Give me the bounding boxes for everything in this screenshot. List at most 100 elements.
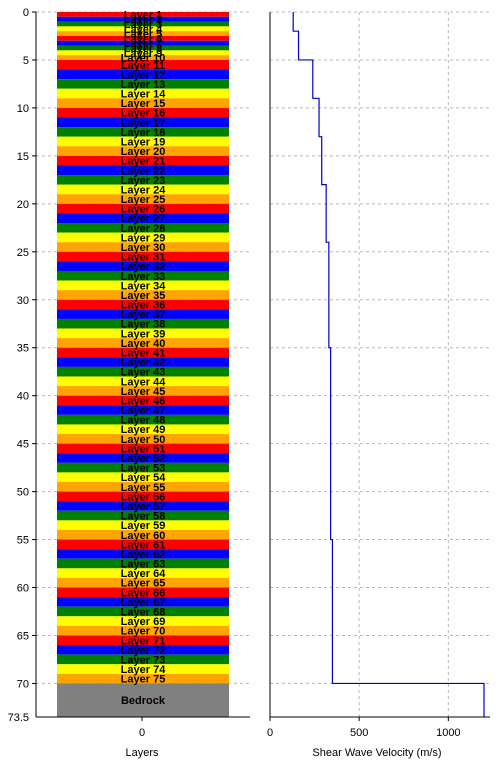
layer-label: Layer 30 — [121, 242, 166, 254]
layer-label: Layer 8 — [124, 43, 163, 55]
layer-band — [57, 366, 229, 377]
layer-label: Layer 74 — [121, 664, 167, 676]
layer-label: Layer 66 — [121, 587, 166, 599]
layer-label: Layer 29 — [121, 232, 166, 244]
layer-band — [57, 299, 229, 310]
layer-label: Bedrock — [121, 695, 166, 707]
layer-band — [57, 184, 229, 195]
layer-band — [57, 434, 229, 444]
layer-label: Layer 50 — [121, 434, 166, 446]
layer-band — [57, 472, 229, 482]
layer-band — [57, 482, 229, 492]
layer-label: Layer 61 — [121, 539, 166, 551]
layer-label: Layer 19 — [121, 136, 166, 148]
layer-label: Layer 15 — [121, 98, 166, 110]
layer-band — [57, 577, 229, 588]
y-tick-label: 25 — [17, 247, 29, 259]
x-tick-label-right: 0 — [267, 727, 273, 739]
layer-label: Layer 12 — [121, 69, 166, 81]
layer-band — [57, 462, 229, 473]
layer-label: Layer 62 — [121, 549, 166, 561]
layer-label: Layer 73 — [121, 654, 166, 666]
layer-label: Layer 53 — [121, 463, 166, 475]
layer-label: Layer 72 — [121, 645, 166, 657]
layer-band — [57, 405, 229, 415]
layer-band — [57, 16, 229, 22]
layers-axis-label: Layers — [125, 747, 159, 759]
layer-label: Layer 1 — [124, 9, 163, 21]
layer-label: Layer 44 — [121, 376, 167, 388]
layer-band — [57, 242, 229, 252]
layer-label: Layer 51 — [121, 443, 166, 455]
layer-band — [57, 261, 229, 271]
layer-label: Layer 48 — [121, 415, 166, 427]
layer-band — [57, 338, 229, 348]
layer-band — [57, 443, 229, 454]
y-tick-label: 5 — [23, 55, 29, 67]
layer-band — [57, 270, 229, 281]
layer-label: Layer 45 — [121, 386, 166, 398]
layer-band — [57, 357, 229, 367]
y-tick-label: 65 — [17, 630, 29, 642]
layer-band — [57, 539, 229, 550]
layer-label: Layer 57 — [121, 501, 166, 513]
layer-band — [57, 223, 229, 233]
layer-label: Layer 33 — [121, 271, 166, 283]
y-tick-label: 20 — [17, 199, 29, 211]
layer-label: Layer 54 — [121, 472, 167, 484]
layer-band — [57, 117, 229, 128]
layer-label: Layer 69 — [121, 616, 166, 628]
layer-label: Layer 47 — [121, 405, 166, 417]
y-tick-label: 50 — [17, 487, 29, 499]
layer-band — [57, 59, 229, 70]
layer-band — [57, 309, 229, 319]
layer-band — [57, 31, 229, 36]
x-tick-label-right: 500 — [350, 727, 368, 739]
layer-label: Layer 16 — [121, 108, 166, 120]
layer-band — [57, 424, 229, 435]
layer-band — [57, 501, 229, 511]
y-tick-label: 15 — [17, 151, 29, 163]
layer-label: Layer 55 — [121, 482, 166, 494]
layer-band — [57, 529, 229, 540]
layer-label: Layer 75 — [121, 674, 166, 686]
layer-label: Layer 67 — [121, 597, 166, 609]
y-tick-label: 0 — [23, 7, 29, 19]
layer-band — [57, 251, 229, 262]
layer-band — [57, 616, 229, 626]
layer-label: Layer 23 — [121, 175, 166, 187]
layer-label: Layer 68 — [121, 606, 166, 618]
layer-label: Layer 63 — [121, 559, 166, 571]
layer-band — [57, 26, 229, 32]
y-tick-label: 35 — [17, 343, 29, 355]
layer-label: Layer 64 — [121, 568, 167, 580]
layer-band — [57, 203, 229, 214]
x-tick-label-right: 1000 — [436, 727, 460, 739]
layer-band — [57, 606, 229, 617]
layer-label: Layer 34 — [121, 280, 167, 292]
layer-label: Layer 18 — [121, 127, 166, 139]
layer-band — [57, 50, 229, 56]
layer-band — [57, 155, 229, 166]
y-tick-label: 70 — [17, 678, 29, 690]
layer-label: Layer 46 — [121, 395, 166, 407]
layer-label: Layer 13 — [121, 79, 166, 91]
layer-label: Layer 39 — [121, 328, 166, 340]
layer-label: Layer 65 — [121, 578, 166, 590]
layer-label: Layer 24 — [121, 184, 167, 196]
layer-label: Layer 21 — [121, 156, 166, 168]
layer-label: Layer 32 — [121, 261, 166, 273]
layer-label: Layer 40 — [121, 338, 166, 350]
layer-band — [57, 549, 229, 559]
layer-band — [57, 45, 229, 51]
layer-label: Layer 4 — [124, 24, 163, 36]
layer-band — [57, 280, 229, 291]
layer-label: Layer 22 — [121, 165, 166, 177]
layer-band — [57, 587, 229, 598]
layer-band — [57, 35, 229, 41]
layer-label: Layer 70 — [121, 626, 166, 638]
layer-band — [57, 597, 229, 607]
layer-band — [57, 395, 229, 406]
velocity-step-line — [292, 12, 485, 717]
